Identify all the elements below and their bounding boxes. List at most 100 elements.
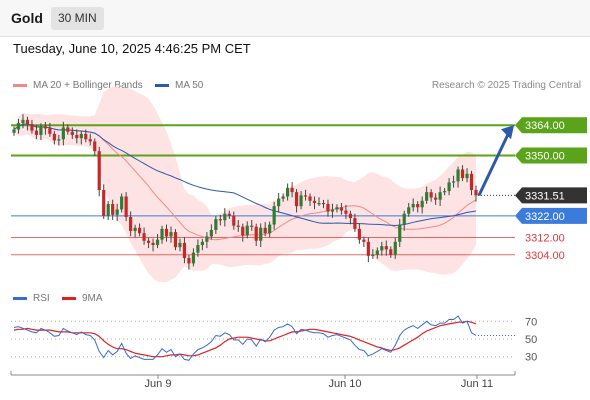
forecast-arrow-shaft [477, 131, 511, 197]
candle-body [196, 245, 200, 253]
candle-body [191, 252, 196, 264]
candle [447, 178, 451, 196]
candle [21, 114, 25, 129]
candle [102, 184, 106, 219]
candle-body [294, 192, 299, 207]
candle [182, 237, 187, 264]
candle-body [57, 139, 61, 141]
candle-body [326, 204, 330, 212]
candle [317, 197, 321, 206]
candle [97, 146, 101, 197]
candle [281, 193, 285, 202]
rsi-tick-label: 50 [525, 334, 537, 346]
candle-body [362, 239, 366, 242]
candle-body [348, 213, 353, 219]
candle [308, 193, 312, 206]
candle [39, 123, 43, 141]
candle [34, 125, 39, 140]
candle-body [308, 196, 312, 201]
candle [469, 170, 474, 196]
x-tick-label: Jun 9 [145, 378, 172, 390]
legend-ma20: MA 20 + Bollinger Bands [13, 80, 143, 91]
candle [438, 186, 442, 206]
candle-body [290, 187, 294, 193]
candle [474, 185, 478, 202]
candle-body [84, 133, 88, 140]
level-tag-3350-00: 3350.00 [515, 147, 587, 164]
candle-body [268, 224, 272, 234]
x-tick-label: Jun 11 [461, 378, 493, 390]
candle [366, 237, 370, 263]
candle [169, 226, 173, 243]
candle [236, 220, 240, 232]
level-tag-bg [515, 187, 587, 204]
candle [277, 193, 281, 213]
ma20-swatch [13, 84, 27, 87]
candle [398, 218, 402, 247]
level-tag-text: 3331.51 [525, 190, 565, 202]
candle [129, 211, 133, 237]
ma50-label: MA 50 [175, 80, 204, 91]
candle [250, 220, 254, 231]
candle-body [447, 182, 451, 192]
candle-body [129, 216, 133, 232]
candle-body [312, 200, 317, 203]
candle-body [178, 242, 182, 248]
header-bar: Gold 30 MIN [0, 0, 590, 37]
candle-body [371, 254, 375, 256]
level-tag-bg [515, 207, 587, 224]
candle [326, 199, 330, 217]
candle [402, 210, 406, 231]
ma50-swatch [155, 84, 169, 87]
candle-body [66, 127, 70, 132]
level-tag-bg [515, 117, 587, 134]
candle-body [209, 229, 213, 237]
candle [407, 202, 411, 217]
candle-body [187, 258, 191, 264]
candle [443, 188, 447, 196]
research-credit: Research © 2025 Trading Central [431, 80, 581, 91]
candle [389, 246, 393, 258]
candle [294, 189, 299, 213]
candle [84, 129, 88, 143]
candle-body [173, 232, 178, 248]
candle-body [155, 239, 160, 246]
candle-body [366, 241, 370, 256]
candle-body [434, 197, 438, 200]
candle [70, 127, 74, 140]
level-tag-3364-00: 3364.00 [515, 117, 587, 134]
level-tag-text: 3350.00 [525, 150, 565, 162]
candle [191, 248, 196, 267]
candle [142, 227, 146, 245]
candle [48, 122, 52, 137]
rsi-label: RSI [33, 293, 50, 304]
candle-body [182, 242, 187, 259]
candle [335, 204, 339, 213]
candle [178, 238, 182, 252]
rsi-ma-line [13, 320, 477, 358]
legend-ma50: MA 50 [155, 80, 203, 91]
candle [61, 121, 65, 146]
candle [120, 193, 124, 213]
candle-body [48, 128, 52, 134]
candle [43, 121, 47, 135]
candle-body [339, 207, 344, 211]
candle-body [398, 224, 402, 242]
candle-body [75, 134, 79, 139]
timeframe-badge[interactable]: 30 MIN [51, 7, 104, 30]
candle-body [169, 232, 173, 237]
candle [196, 239, 200, 257]
candle-body [451, 181, 456, 183]
candle-body [21, 119, 25, 124]
legend-rsi: RSI [13, 293, 50, 304]
candle-body [303, 195, 308, 197]
candle-body [384, 246, 388, 250]
candle [272, 201, 276, 230]
candle-body [236, 225, 240, 227]
candle-body [70, 131, 74, 135]
candle [227, 210, 231, 219]
candle [353, 213, 357, 232]
level-tag-3322-00: 3322.00 [515, 207, 587, 224]
candle [209, 224, 213, 240]
